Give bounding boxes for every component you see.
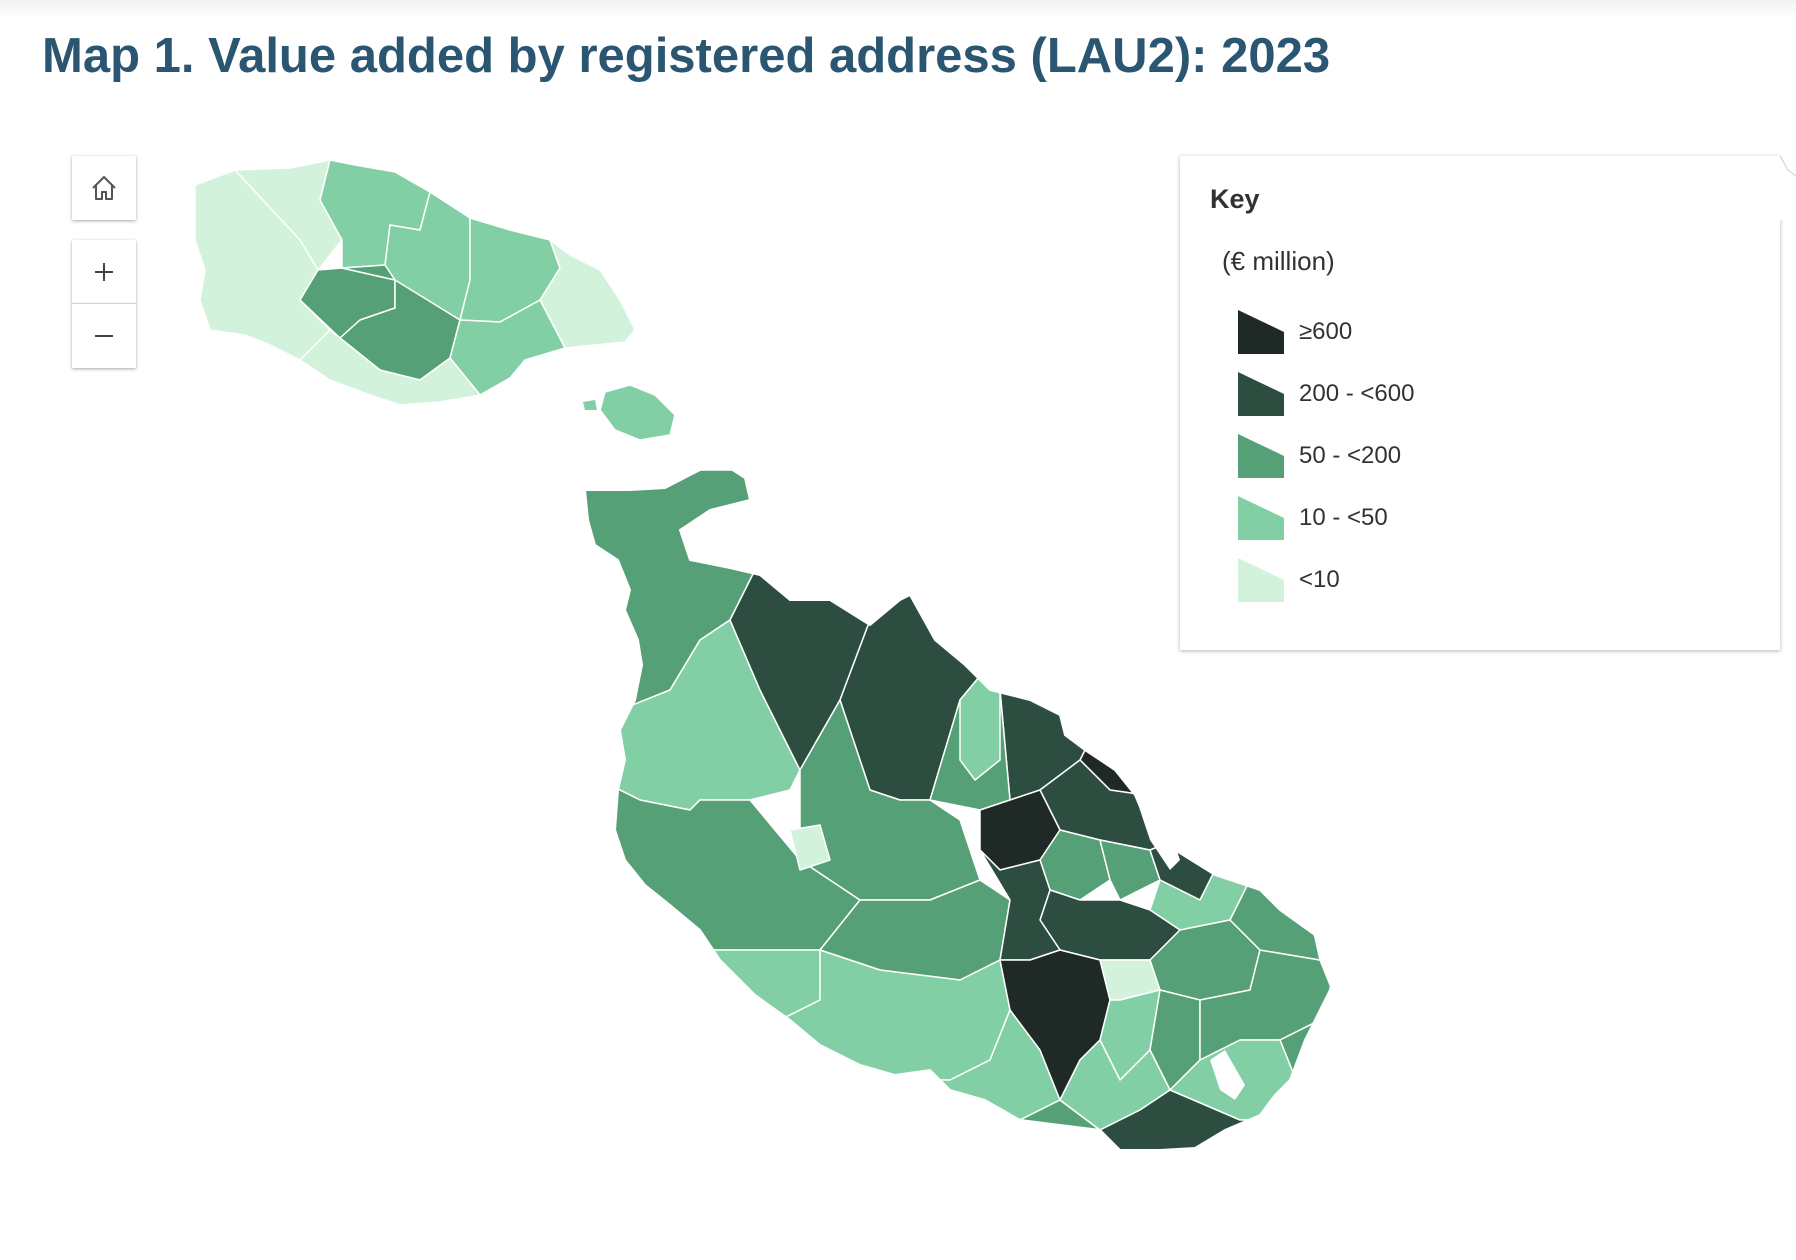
legend-item: 10 - <50 [1238,487,1414,549]
region-san-gwann[interactable] [984,559,1071,701]
region-mosta[interactable] [799,699,981,901]
region-st-julians[interactable] [1059,469,1141,641]
legend-swatch [1238,310,1284,354]
minus-icon [95,335,113,337]
legend-panel: Key (€ million) ≥600 200 - <600 50 - <200 1… [1180,156,1780,650]
top-bar [0,0,1796,18]
region-comino[interactable] [599,384,676,441]
legend-item: 200 - <600 [1238,363,1414,425]
legend-swatch [1238,372,1284,416]
legend-items: ≥600 200 - <600 50 - <200 10 - <50 <10 [1238,301,1414,611]
legend-swatch [1238,496,1284,540]
legend-item: ≥600 [1238,301,1414,363]
malta-outline [583,460,1337,1151]
region-mtarfa[interactable] [789,824,831,871]
legend-label: ≥600 [1299,318,1353,345]
region-swieqi[interactable] [1029,469,1101,561]
legend-label: 200 - <600 [1299,380,1415,407]
region-gozo-south[interactable] [299,329,481,406]
region-valletta[interactable] [1199,779,1276,851]
legend-swatch [1238,434,1284,478]
gozo-island [194,159,636,406]
panel-collapse-handle[interactable] [1780,156,1796,220]
legend-item: <10 [1238,549,1414,611]
map-title: Map 1. Value added by registered address… [42,29,1331,83]
marsamxett-harbour-water [1155,780,1190,830]
plus-icon [95,262,113,281]
legend-title: Key [1210,184,1260,214]
region-hamrun[interactable] [1099,839,1161,901]
region-qormi[interactable] [979,849,1061,961]
legend-label: 10 - <50 [1299,504,1388,531]
legend-unit: (€ million) [1222,246,1335,276]
map-controls [72,156,136,368]
grand-harbour-water [1135,790,1180,870]
zoom-out-button[interactable] [72,304,136,368]
region-cominotto [583,400,597,410]
zoom-in-button[interactable] [72,240,136,304]
marsaxlokk-bay-water [1210,1050,1245,1100]
region-kalkara[interactable] [1229,829,1301,891]
home-button[interactable] [72,156,136,220]
legend-item: 50 - <200 [1238,425,1414,487]
legend-label: <10 [1299,566,1340,593]
region-gharghur[interactable] [989,469,1041,611]
legend-label: 50 - <200 [1299,442,1402,469]
home-icon [92,176,116,200]
region-gozo-east[interactable] [539,239,636,349]
legend-swatch [1238,558,1284,602]
